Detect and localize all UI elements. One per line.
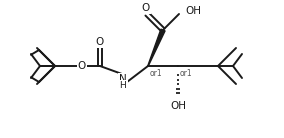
Text: N: N [119, 74, 127, 84]
Text: OH: OH [185, 6, 201, 16]
Polygon shape [148, 29, 165, 66]
Text: OH: OH [170, 101, 186, 111]
Text: or1: or1 [180, 68, 192, 78]
Text: or1: or1 [150, 68, 162, 78]
Text: O: O [78, 61, 86, 71]
Text: O: O [96, 37, 104, 47]
Text: O: O [142, 3, 150, 13]
Text: H: H [120, 80, 126, 90]
